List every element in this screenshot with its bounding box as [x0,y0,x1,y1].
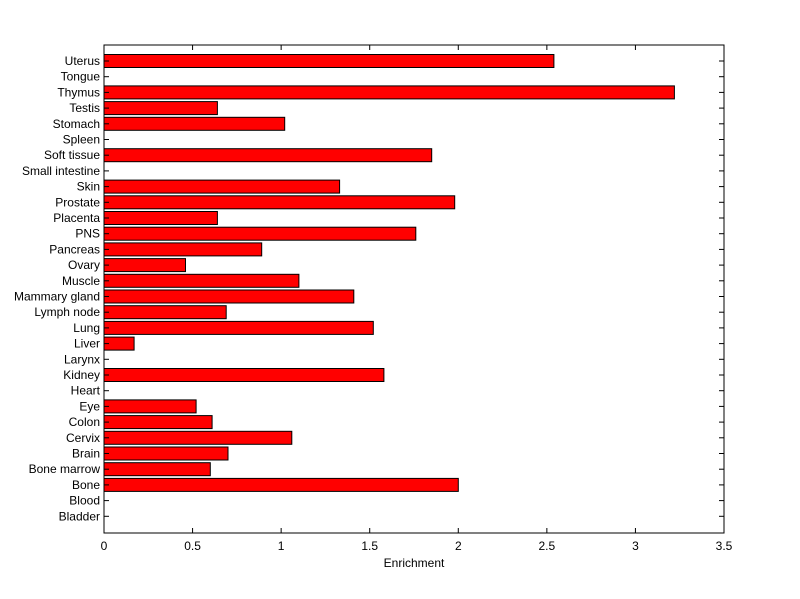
y-tick-label-bone: Bone [72,478,100,492]
y-tick-label-pns: PNS [75,227,100,241]
bar-eye [103,399,197,414]
x-tick-label: 3.5 [716,539,733,553]
y-tick-label-stomach: Stomach [53,117,100,131]
y-tick-label-skin: Skin [77,180,100,194]
y-tick-label-uterus: Uterus [65,54,100,68]
y-tick-label-liver: Liver [74,337,100,351]
bar-soft-tissue [103,148,433,163]
x-axis-label: Enrichment [384,556,445,570]
bar-muscle [103,273,300,288]
bar-brain [103,446,229,461]
y-tick-label-larynx: Larynx [64,352,100,366]
bar-bone-marrow [103,462,211,477]
y-tick-label-bladder: Bladder [59,509,100,523]
plot-frame [103,44,725,534]
bar-colon [103,415,213,430]
y-tick-label-colon: Colon [69,415,100,429]
y-tick-label-mammary-gland: Mammary gland [14,290,100,304]
y-tick-label-kidney: Kidney [63,368,100,382]
y-tick-label-bone-marrow: Bone marrow [29,462,101,476]
y-tick-label-small-intestine: Small intestine [22,164,100,178]
y-tick-label-lymph-node: Lymph node [34,305,100,319]
y-tick-label-tongue: Tongue [61,70,101,84]
bar-testis [103,101,218,116]
x-tick-label: 2.5 [539,539,556,553]
y-tick-label-ovary: Ovary [68,258,100,272]
x-tick-label: 2 [455,539,462,553]
x-tick-label: 1 [278,539,285,553]
bar-ovary [103,258,186,273]
bar-stomach [103,116,286,131]
y-tick-label-cervix: Cervix [66,431,100,445]
y-tick-label-testis: Testis [69,101,100,115]
bar-cervix [103,430,293,445]
y-tick-label-thymus: Thymus [57,85,100,99]
x-tick-label: 1.5 [361,539,378,553]
y-tick-label-blood: Blood [69,494,100,508]
y-tick-label-spleen: Spleen [63,133,100,147]
bar-thymus [103,85,675,100]
x-tick-label: 3 [632,539,639,553]
x-tick-label: 0 [101,539,108,553]
bar-prostate [103,195,456,210]
y-tick-label-heart: Heart [71,384,101,398]
bar-skin [103,179,341,194]
y-tick-label-pancreas: Pancreas [49,242,100,256]
y-tick-label-placenta: Placenta [53,211,100,225]
bar-pns [103,226,417,241]
bar-uterus [103,54,555,68]
bar-kidney [103,368,385,382]
x-ticks-group: 0 0.5 1 1.5 2 2.5 3 3.5 [101,45,733,553]
y-tick-label-lung: Lung [73,321,100,335]
x-tick-label: 0.5 [184,539,201,553]
y-tick-label-brain: Brain [72,447,100,461]
bar-placenta [103,211,218,225]
y-tick-label-prostate: Prostate [55,195,100,209]
bar-mammary-gland [103,289,355,304]
bar-lymph-node [103,305,227,320]
bar-lung [103,320,374,335]
y-tick-label-soft-tissue: Soft tissue [44,148,100,162]
y-tick-label-muscle: Muscle [62,274,100,288]
y-tick-label-eye: Eye [79,399,100,413]
bar-pancreas [103,242,263,257]
bar-bone [103,477,459,492]
